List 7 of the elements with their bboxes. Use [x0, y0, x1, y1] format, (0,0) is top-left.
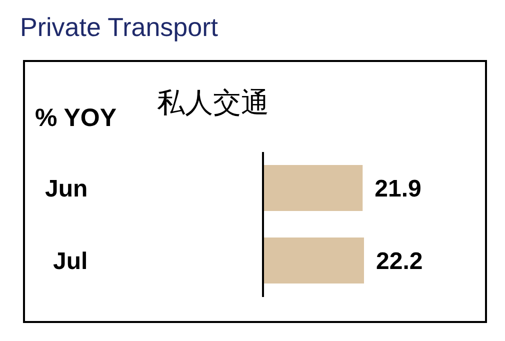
y-tick-label: Jul: [53, 248, 88, 275]
chart-subtitle: 私人交通: [157, 85, 269, 121]
y-axis-title: % YOY: [35, 104, 117, 133]
chart-title: Private Transport: [20, 12, 218, 43]
data-label: 21.9: [374, 176, 422, 203]
y-tick-label: Jun: [45, 175, 88, 202]
data-label: 22.2: [376, 248, 423, 276]
